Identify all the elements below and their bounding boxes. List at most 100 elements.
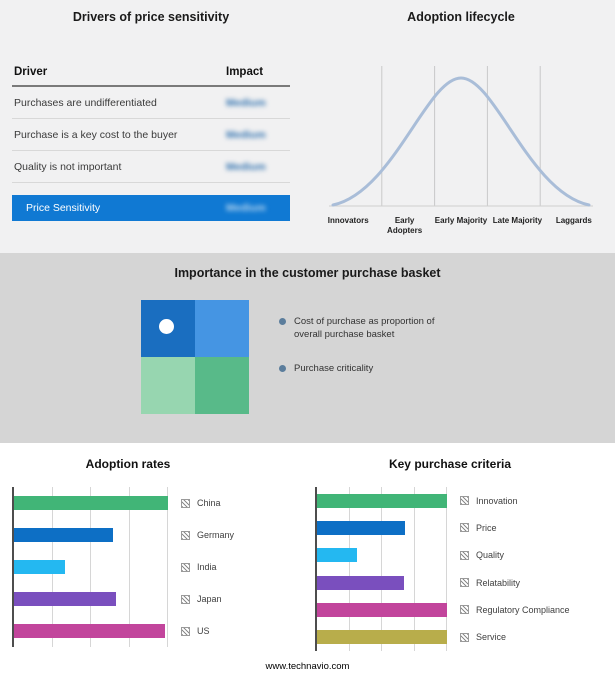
gridline — [348, 487, 350, 651]
bar-row — [317, 542, 447, 569]
bar-row — [317, 569, 447, 596]
gridline — [128, 487, 130, 647]
bars-column — [12, 487, 168, 647]
bar-label-row: Japan — [181, 583, 234, 615]
bar-row — [317, 514, 447, 541]
top-section: Drivers of price sensitivity Driver Impa… — [0, 0, 615, 253]
lifecycle-title: Adoption lifecycle — [407, 10, 515, 24]
bar-row — [14, 519, 168, 551]
basket-title: Importance in the customer purchase bask… — [174, 266, 441, 280]
hatched-square-icon — [181, 562, 190, 572]
bullet-icon — [279, 364, 286, 372]
bar-label-text: Quality — [476, 550, 505, 561]
chart-area: China Germany India Japan US — [12, 487, 262, 647]
bar-row — [317, 596, 447, 623]
hatched-square-icon — [460, 632, 469, 642]
bar-label-row: Service — [460, 624, 570, 651]
column-driver: Driver — [14, 66, 48, 78]
column-impact: Impact — [226, 66, 264, 78]
bar-row — [14, 551, 168, 583]
bar-relatability — [317, 575, 405, 590]
stage-label: Early Majority — [434, 216, 488, 225]
drivers-title: Drivers of price sensitivity — [72, 10, 230, 24]
legend-text: Cost of purchase as proportion of overal… — [294, 316, 435, 341]
bar-row — [14, 487, 168, 519]
labels-column: Innovation Price Quality Relatability Regula… — [460, 487, 570, 651]
bar-regulatory-compliance — [317, 602, 447, 617]
bar-label-text: Innovation — [476, 495, 518, 506]
adoption-lifecycle-panel: Adoption lifecycle Innovators Early Adopt… — [320, 10, 602, 235]
bar-label-row: China — [181, 487, 234, 519]
bar-label-row: Innovation — [460, 487, 570, 514]
bar-label-text: Relatability — [476, 577, 521, 588]
bar-us — [14, 624, 165, 638]
bar-label-text: India — [197, 562, 217, 572]
website-url: www.technavio.com — [265, 661, 350, 672]
drivers-panel: Drivers of price sensitivity Driver Impa… — [12, 10, 290, 221]
bar-label-text: Service — [476, 632, 507, 643]
bar-label-text: Japan — [197, 594, 222, 604]
impact-badge-blurred: Medium — [226, 160, 266, 173]
bar-label-text: China — [197, 498, 221, 508]
bar-label-row: Germany — [181, 519, 234, 551]
bar-label-text: Germany — [197, 530, 235, 540]
driver-row: Quality is not important Medium — [12, 151, 290, 183]
adoption-curve — [331, 76, 591, 207]
hatched-square-icon — [460, 550, 469, 560]
hatched-square-icon — [460, 496, 469, 506]
price-sensitivity-row: Price Sensitivity Medium — [12, 195, 290, 221]
bar-label-text: US — [197, 626, 210, 636]
bar-label-row: US — [181, 615, 234, 647]
bar-label-row: Price — [460, 514, 570, 541]
quadrant-top-left — [141, 300, 195, 357]
price-sensitivity-label: Price Sensitivity — [26, 202, 101, 214]
adoption-rates-title: Adoption rates — [85, 457, 171, 471]
bar-label-row: Quality — [460, 542, 570, 569]
bullet-icon — [279, 318, 286, 325]
gridline — [446, 487, 447, 651]
bar-row — [14, 615, 168, 647]
hatched-square-icon — [181, 626, 190, 636]
bar-label-text: Price — [476, 522, 497, 533]
quadrant-bottom-left — [141, 357, 195, 414]
adoption-rates-chart: Adoption rates China Germany India Japan US — [12, 457, 262, 647]
impact-badge-blurred: Medium — [226, 202, 266, 214]
bar-japan — [14, 592, 116, 606]
purchase-basket-section: Importance in the customer purchase bask… — [0, 253, 615, 443]
gridline — [413, 487, 415, 651]
bar-label-row: Regulatory Compliance — [460, 596, 570, 623]
drivers-table-header: Driver Impact — [12, 66, 290, 87]
hatched-square-icon — [181, 498, 190, 508]
labels-column: China Germany India Japan US — [181, 487, 234, 647]
bell-curve-chart — [329, 66, 593, 207]
bar-germany — [14, 528, 113, 542]
bars-column — [315, 487, 447, 651]
quadrant-top-right — [195, 300, 249, 357]
stage-labels: Innovators Early Adopters Early Majority La… — [320, 216, 602, 235]
driver-text: Purchase is a key cost to the buyer — [14, 128, 178, 141]
legend-item: Purchase criticality — [279, 362, 454, 375]
legend-text: Purchase criticality — [294, 362, 374, 374]
stage-label: Laggards — [555, 216, 592, 225]
bar-label-text: Regulatory Compliance — [476, 604, 570, 615]
bar-quality — [317, 548, 358, 563]
quadrant-bottom-right — [195, 357, 249, 414]
hatched-square-icon — [460, 605, 469, 615]
bar-label-row: India — [181, 551, 234, 583]
driver-text: Purchases are undifferentiated — [14, 96, 157, 109]
driver-text: Quality is not important — [14, 160, 122, 173]
bar-label-row: Relatability — [460, 569, 570, 596]
bar-china — [14, 496, 168, 510]
impact-badge-blurred: Medium — [226, 96, 266, 109]
stage-label: Late Majority — [492, 216, 543, 225]
stage-label: Early Adopters — [387, 216, 423, 235]
bar-india — [14, 560, 65, 574]
hatched-square-icon — [460, 578, 469, 588]
bar-row — [14, 583, 168, 615]
basket-legend: Cost of purchase as proportion of overal… — [279, 315, 454, 395]
driver-row: Purchases are undifferentiated Medium — [12, 87, 290, 119]
key-purchase-criteria-chart: Key purchase criteria Innovation Price Qua… — [315, 457, 600, 651]
impact-badge-blurred: Medium — [226, 128, 266, 141]
key-purchase-criteria-title: Key purchase criteria — [388, 457, 512, 471]
